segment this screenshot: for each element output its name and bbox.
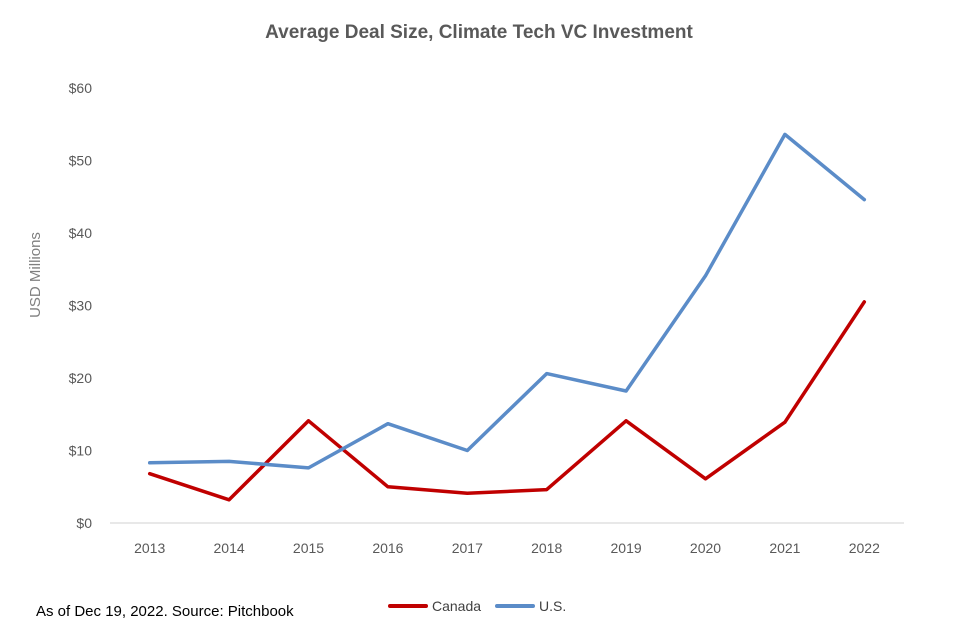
legend-item-canada: Canada <box>388 598 481 614</box>
legend-label: U.S. <box>539 598 567 614</box>
data-point-canada <box>227 498 231 502</box>
data-point-u-s <box>862 198 866 202</box>
data-point-u-s <box>307 466 310 470</box>
source-note: As of Dec 19, 2022. Source: Pitchbook <box>36 603 294 620</box>
y-tick-label: $20 <box>69 370 93 386</box>
data-point-u-s <box>704 274 707 278</box>
legend-swatch <box>388 604 428 608</box>
y-tick-label: $40 <box>69 225 93 241</box>
x-tick-label: 2013 <box>134 540 165 556</box>
x-tick-label: 2022 <box>849 540 880 556</box>
legend: Canada U.S. <box>388 598 580 614</box>
x-tick-label: 2019 <box>611 540 642 556</box>
data-point-canada <box>545 488 549 492</box>
data-point-canada <box>148 472 152 476</box>
data-point-u-s <box>545 372 549 376</box>
y-tick-label: $60 <box>69 80 93 96</box>
y-tick-label: $10 <box>69 443 93 459</box>
data-point-u-s <box>148 461 152 465</box>
y-axis-label: USD Millions <box>27 232 44 318</box>
data-point-u-s <box>465 449 469 452</box>
series-u-s <box>147 132 867 470</box>
x-axis: 2013 2014 2015 2016 2017 2018 2019 2020 2021 2022 <box>110 522 904 556</box>
legend-label: Canada <box>432 598 482 614</box>
data-point-u-s <box>386 422 390 426</box>
y-tick-label: $0 <box>76 515 92 531</box>
series-line-canada <box>147 300 867 502</box>
data-point-canada <box>386 485 390 489</box>
x-tick-label: 2018 <box>531 540 562 556</box>
data-point-u-s <box>783 132 787 136</box>
data-point-canada <box>307 419 310 423</box>
data-point-u-s <box>227 459 231 463</box>
data-point-u-s <box>624 389 628 393</box>
x-tick-label: 2017 <box>452 540 483 556</box>
series-layer <box>147 132 867 502</box>
legend-swatch <box>495 604 536 608</box>
y-axis: $0 $10 $20 $30 $40 $50 $60 <box>69 80 93 531</box>
series-canada <box>147 300 867 502</box>
data-point-canada <box>465 491 469 495</box>
legend-item-u-s: U.S. <box>495 598 566 614</box>
y-tick-label: $30 <box>69 298 93 314</box>
x-tick-label: 2014 <box>214 540 245 556</box>
data-point-canada <box>704 477 707 481</box>
x-tick-label: 2021 <box>769 540 800 556</box>
data-point-canada <box>862 300 866 304</box>
data-point-canada <box>624 419 628 423</box>
series-line-u-s <box>147 132 867 470</box>
x-tick-label: 2016 <box>372 540 403 556</box>
x-tick-label: 2020 <box>690 540 721 556</box>
chart-title: Average Deal Size, Climate Tech VC Inves… <box>265 22 693 43</box>
x-tick-label: 2015 <box>293 540 324 556</box>
y-tick-label: $50 <box>69 153 93 169</box>
data-point-canada <box>783 420 787 424</box>
